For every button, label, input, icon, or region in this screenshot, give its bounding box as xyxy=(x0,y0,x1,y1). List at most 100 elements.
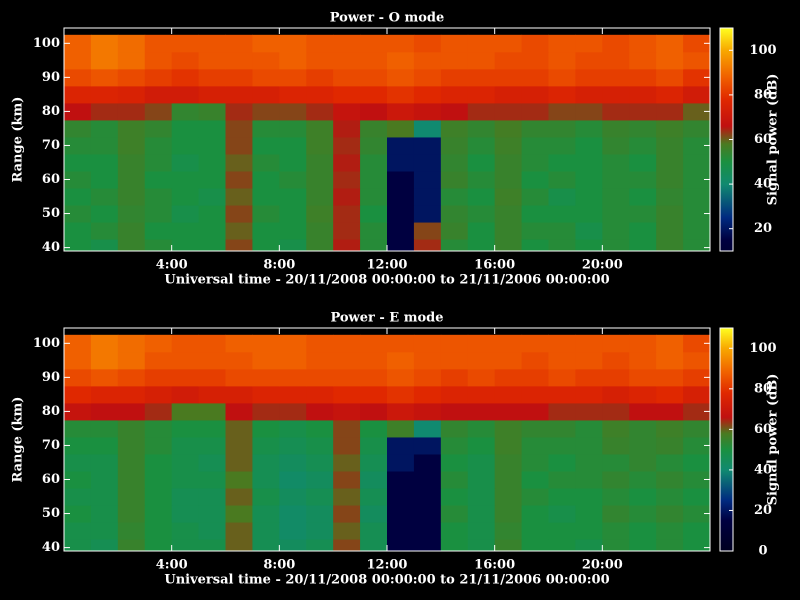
cell xyxy=(252,136,280,155)
cell xyxy=(306,453,334,472)
cell xyxy=(225,68,253,87)
cell xyxy=(440,102,469,121)
cell xyxy=(413,102,442,121)
cell xyxy=(467,119,496,138)
cell xyxy=(548,85,576,104)
cell xyxy=(333,136,361,155)
cell xyxy=(279,222,307,240)
cell xyxy=(198,368,226,387)
cell xyxy=(64,170,92,189)
cell xyxy=(413,188,442,206)
cell xyxy=(64,85,92,104)
cell xyxy=(279,453,307,472)
cell xyxy=(629,136,657,155)
cell xyxy=(225,119,253,138)
cell xyxy=(413,402,442,421)
cell xyxy=(306,34,334,53)
colorbar-tick-label: 60 xyxy=(754,132,772,147)
cell xyxy=(225,470,253,489)
cell xyxy=(602,34,630,53)
cell xyxy=(333,85,361,104)
cell xyxy=(494,368,523,387)
cell xyxy=(602,153,630,172)
cell xyxy=(602,222,630,240)
cell xyxy=(548,51,576,70)
cell xyxy=(548,205,576,223)
x-tick-label: 16:00 xyxy=(474,558,515,573)
cell xyxy=(683,522,710,540)
cell xyxy=(548,188,576,206)
cell xyxy=(360,119,388,138)
cell xyxy=(306,136,334,155)
cell xyxy=(575,170,603,189)
cell xyxy=(683,85,710,104)
cell xyxy=(252,522,280,540)
cell xyxy=(629,351,657,370)
cell xyxy=(144,402,173,421)
cell xyxy=(440,153,469,172)
cell xyxy=(683,402,710,421)
cell xyxy=(602,539,630,551)
cell xyxy=(629,68,657,87)
cell xyxy=(306,51,334,70)
cell xyxy=(575,239,603,251)
cell xyxy=(198,136,226,155)
cell xyxy=(387,368,415,387)
cell xyxy=(387,222,415,240)
cell xyxy=(279,205,307,223)
cell xyxy=(360,205,388,223)
cell xyxy=(144,505,173,523)
cell xyxy=(467,34,496,53)
cell xyxy=(225,102,253,121)
cell xyxy=(144,205,173,223)
colorbar-tick-label: 100 xyxy=(749,43,776,58)
cell xyxy=(171,453,200,472)
cell xyxy=(90,136,119,155)
cell xyxy=(306,488,334,506)
cell xyxy=(440,85,469,104)
cell xyxy=(467,488,496,506)
cell xyxy=(413,136,442,155)
cell xyxy=(171,153,200,172)
cell xyxy=(440,488,469,506)
cell xyxy=(467,102,496,121)
cell xyxy=(521,222,549,240)
cell xyxy=(548,368,576,387)
cell xyxy=(171,351,200,370)
cell xyxy=(90,351,119,370)
cell xyxy=(387,334,415,353)
cell xyxy=(360,34,388,53)
cell xyxy=(64,119,92,138)
cell xyxy=(629,488,657,506)
cell xyxy=(64,539,92,551)
cell xyxy=(440,539,469,551)
cell xyxy=(225,522,253,540)
cell xyxy=(225,402,253,421)
cell xyxy=(494,68,523,87)
cell xyxy=(306,205,334,223)
cell xyxy=(521,51,549,70)
colorbar-tick-label: 40 xyxy=(754,177,772,192)
y-tick-label: 100 xyxy=(33,336,60,351)
cell xyxy=(494,136,523,155)
cell xyxy=(279,385,307,404)
cell xyxy=(117,436,146,455)
cell xyxy=(683,222,710,240)
cell xyxy=(117,505,146,523)
cell xyxy=(333,51,361,70)
cell xyxy=(360,436,388,455)
cell xyxy=(171,402,200,421)
heatmap xyxy=(64,34,710,251)
cell xyxy=(602,170,630,189)
cell xyxy=(171,85,200,104)
cell xyxy=(413,436,442,455)
cell xyxy=(521,205,549,223)
y-tick-label: 80 xyxy=(42,404,60,419)
cell xyxy=(494,119,523,138)
cell xyxy=(360,239,388,251)
cell xyxy=(467,522,496,540)
cell xyxy=(467,136,496,155)
cell xyxy=(602,453,630,472)
cell xyxy=(521,239,549,251)
cell xyxy=(64,402,92,421)
